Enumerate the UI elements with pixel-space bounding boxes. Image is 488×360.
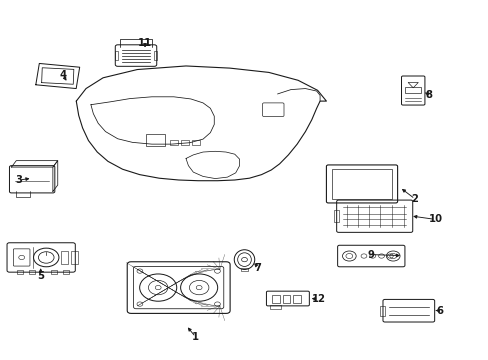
Text: 3: 3 xyxy=(16,175,22,185)
Bar xyxy=(170,140,178,145)
Bar xyxy=(240,267,248,271)
Bar xyxy=(405,87,420,93)
Bar xyxy=(282,295,290,303)
Bar xyxy=(51,270,57,274)
Bar xyxy=(181,140,188,145)
Text: 5: 5 xyxy=(37,271,44,281)
Bar xyxy=(146,134,164,146)
Text: 9: 9 xyxy=(367,249,374,260)
Text: 7: 7 xyxy=(254,262,261,273)
Text: 12: 12 xyxy=(311,294,325,304)
Bar xyxy=(115,51,118,60)
Text: 2: 2 xyxy=(411,194,418,204)
Bar xyxy=(63,270,69,274)
Bar xyxy=(333,210,338,222)
Bar xyxy=(17,270,22,274)
Text: 1: 1 xyxy=(192,332,199,342)
Bar xyxy=(379,306,384,316)
Bar xyxy=(191,140,199,145)
Text: 6: 6 xyxy=(435,306,442,315)
Text: 8: 8 xyxy=(425,90,431,100)
Text: 11: 11 xyxy=(138,38,152,48)
Bar xyxy=(331,169,391,199)
Bar xyxy=(71,251,78,264)
Bar xyxy=(271,295,279,303)
Bar xyxy=(29,270,35,274)
Bar xyxy=(293,295,301,303)
Bar xyxy=(269,305,280,309)
Text: 4: 4 xyxy=(60,70,66,80)
Text: 10: 10 xyxy=(428,215,442,224)
Bar xyxy=(61,251,68,264)
Bar xyxy=(154,51,157,60)
